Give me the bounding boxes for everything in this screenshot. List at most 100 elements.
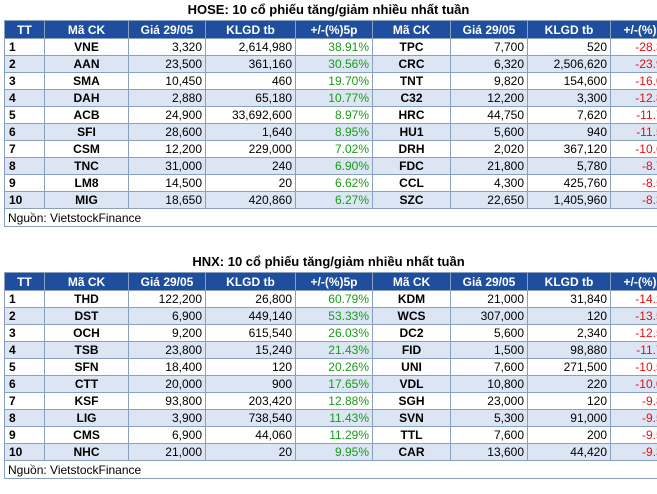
rank-cell: 1	[4, 290, 45, 308]
loser-volume: 44,420	[527, 443, 611, 461]
gainer-price: 3,900	[128, 409, 206, 427]
loser-change: -13.52%	[610, 307, 657, 325]
loser-volume: 154,600	[527, 72, 611, 90]
loser-price: 1,500	[450, 341, 528, 359]
gainer-volume: 615,540	[205, 324, 296, 342]
header-loser-change: +/-(%)5p	[610, 20, 657, 39]
hnx-section: HNX: 10 cổ phiếu tăng/giảm nhiều nhất tu…	[4, 252, 657, 479]
table-row: 4 TSB 23,800 15,240 21.43% FID 1,500 98,880 -11.…	[4, 341, 657, 359]
loser-price: 44,750	[450, 106, 528, 124]
loser-code: FDC	[372, 157, 451, 175]
gainer-volume: 33,692,600	[205, 106, 296, 124]
rank-cell: 6	[4, 123, 45, 141]
gainer-volume: 240	[205, 157, 296, 175]
loser-code: CRC	[372, 55, 451, 73]
loser-change: -8.51%	[610, 174, 657, 192]
loser-volume: 120	[527, 307, 611, 325]
gainer-price: 14,500	[128, 174, 206, 192]
header-loser-code: Mã CK	[372, 272, 451, 291]
loser-volume: 271,500	[527, 358, 611, 376]
table-row: 8LIG3,900738,54011.43%SVN5,30091,000-9.5…	[4, 409, 657, 427]
loser-price: 5,300	[450, 409, 528, 427]
loser-price: 7,700	[450, 38, 528, 56]
loser-price: 13,600	[450, 443, 528, 461]
loser-volume: 91,000	[527, 409, 611, 427]
gainer-change: 19.70%	[295, 72, 373, 90]
header-gainer-code: Mã CK	[44, 20, 129, 39]
header-loser-change: +/-(%)5p	[610, 272, 657, 291]
loser-price: 7,600	[450, 358, 528, 376]
loser-volume: 5,780	[527, 157, 611, 175]
loser-change: -11.76%	[610, 341, 657, 359]
gainer-code: CSM	[44, 140, 129, 158]
loser-price: 5,600	[450, 324, 528, 342]
rank-cell: 7	[4, 140, 45, 158]
loser-change: -8.30%	[610, 191, 657, 209]
loser-volume: 7,620	[527, 106, 611, 124]
gainer-change: 38.91%	[295, 38, 373, 56]
gainer-code: TNC	[44, 157, 129, 175]
table-row: 4DAH2,88065,18010.77%C3212,2003,300-12.8…	[4, 89, 657, 107]
loser-code: TPC	[372, 38, 451, 56]
gainer-volume: 460	[205, 72, 296, 90]
gainer-volume: 15,240	[205, 341, 296, 359]
loser-price: 6,320	[450, 55, 528, 73]
gainer-code: SFI	[44, 123, 129, 141]
rank-cell: 8	[4, 157, 45, 175]
loser-price: 5,600	[450, 123, 528, 141]
loser-code: DC2	[372, 324, 451, 342]
loser-change: -9.52%	[610, 426, 657, 444]
loser-change: -9.52%	[610, 409, 657, 427]
header-loser-price: Giá 29/05	[450, 272, 528, 291]
loser-code: KDM	[372, 290, 451, 308]
gainer-price: 2,880	[128, 89, 206, 107]
gainer-volume: 361,160	[205, 55, 296, 73]
rank-cell: 7	[4, 392, 45, 410]
gainer-price: 6,900	[128, 426, 206, 444]
hose-table-body: 1VNE3,3202,614,98038.91%TPC7,700520-28.3…	[4, 38, 657, 209]
table-row: 3SMA10,45046019.70%TNT9,820154,600-16.07…	[4, 72, 657, 90]
gainer-volume: 26,800	[205, 290, 296, 308]
loser-change: -23.91%	[610, 55, 657, 73]
loser-code: VDL	[372, 375, 451, 393]
table-row: 7 CSM 12,200 229,000 7.02% DRH 2,020 367,120 -10…	[4, 140, 657, 158]
gainer-change: 6.27%	[295, 191, 373, 209]
hnx-table-body: 1 THD 122,200 26,800 60.79% KDM 21,000 31,840 -1…	[4, 290, 657, 461]
gainer-price: 18,650	[128, 191, 206, 209]
loser-price: 2,020	[450, 140, 528, 158]
loser-change: -12.50%	[610, 324, 657, 342]
loser-code: TTL	[372, 426, 451, 444]
gainer-volume: 1,640	[205, 123, 296, 141]
loser-change: -9.80%	[610, 392, 657, 410]
loser-code: TNT	[372, 72, 451, 90]
gainer-price: 28,600	[128, 123, 206, 141]
gainer-code: NHC	[44, 443, 129, 461]
hnx-header-row: TT Mã CK Giá 29/05 KLGD tb +/-(%)5p Mã C…	[4, 272, 657, 291]
gainer-code: ACB	[44, 106, 129, 124]
gainer-change: 53.33%	[295, 307, 373, 325]
gainer-volume: 900	[205, 375, 296, 393]
hose-header-row: TT Mã CK Giá 29/05 KLGD tb +/-(%)5p Mã C…	[4, 20, 657, 39]
rank-cell: 1	[4, 38, 45, 56]
gainer-price: 21,000	[128, 443, 206, 461]
hnx-source-note: Nguồn: VietstockFinance	[4, 460, 657, 479]
gainer-volume: 20	[205, 443, 296, 461]
loser-price: 23,000	[450, 392, 528, 410]
loser-code: WCS	[372, 307, 451, 325]
gainer-code: SMA	[44, 72, 129, 90]
gainer-code: AAN	[44, 55, 129, 73]
loser-volume: 520	[527, 38, 611, 56]
hose-source-row: Nguồn: VietstockFinance	[4, 208, 657, 227]
gainer-volume: 120	[205, 358, 296, 376]
table-row: 2DST6,900449,14053.33%WCS307,000120-13.5…	[4, 307, 657, 325]
gainer-code: VNE	[44, 38, 129, 56]
loser-change: -16.07%	[610, 72, 657, 90]
hose-table-header: TT Mã CK Giá 29/05 KLGD tb +/-(%)5p Mã C…	[4, 20, 657, 39]
table-row: 3OCH9,200615,54026.03%DC25,6002,340-12.5…	[4, 324, 657, 342]
gainer-price: 12,200	[128, 140, 206, 158]
header-loser-volume: KLGD tb	[527, 20, 611, 39]
loser-code: SZC	[372, 191, 451, 209]
